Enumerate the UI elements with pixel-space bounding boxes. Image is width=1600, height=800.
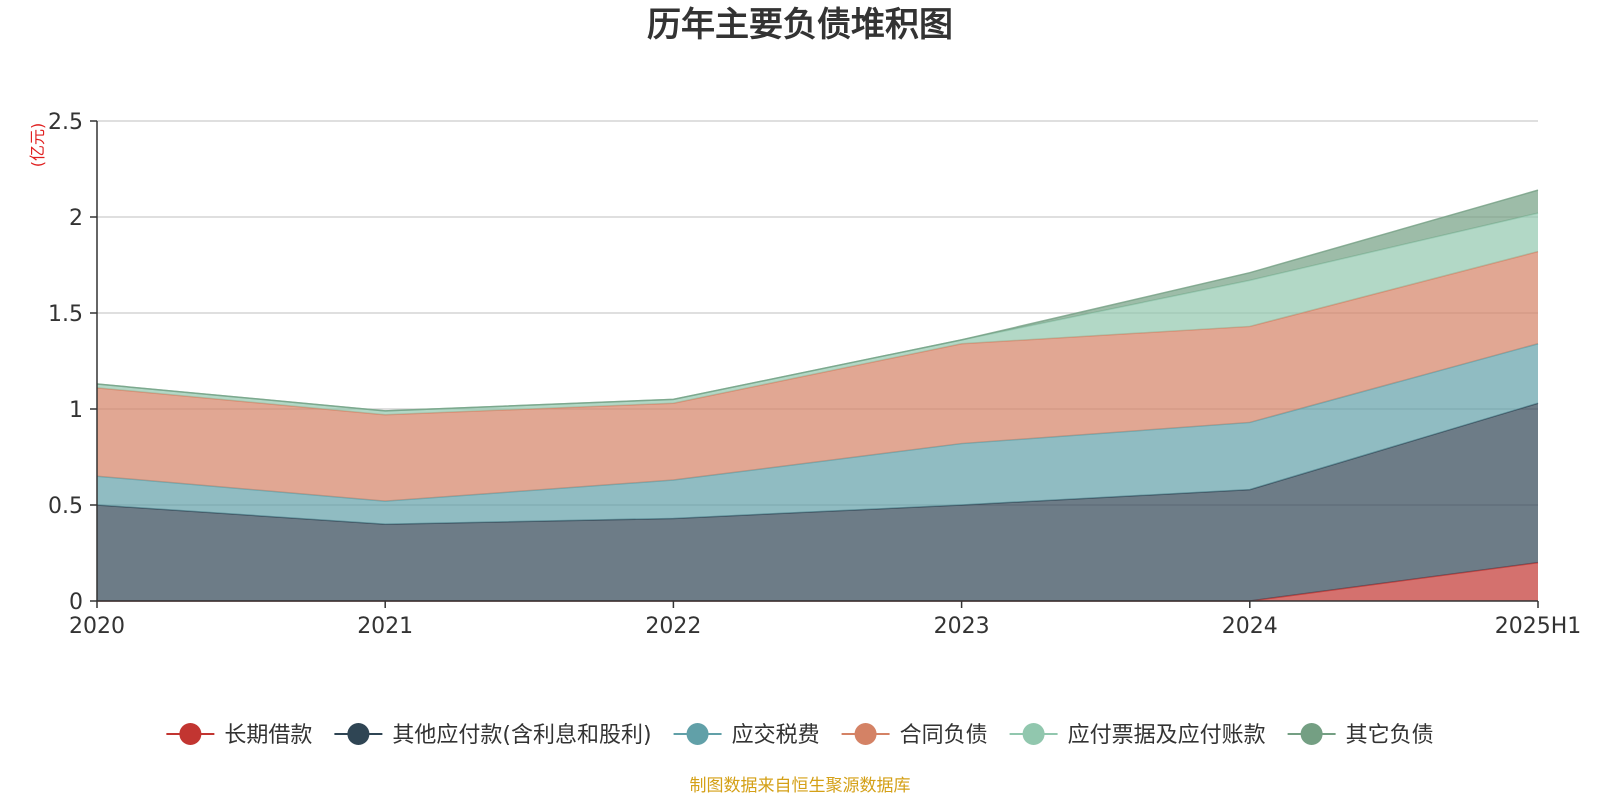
legend-marker-1 bbox=[347, 723, 370, 745]
legend-label: 其它负债 bbox=[1346, 723, 1434, 748]
axes: 0 0.5 1 1.5 2 2.5 2020 2021 2022 2023 2024 2025H1 bbox=[48, 110, 1581, 639]
area-series-5-edge bbox=[96, 189, 1539, 412]
legend-label: 应付票据及应付账款 bbox=[1068, 723, 1266, 748]
legend-marker-0 bbox=[179, 723, 202, 745]
legend-label: 合同负债 bbox=[900, 723, 988, 748]
x-tick-label: 2024 bbox=[1222, 614, 1278, 639]
y-tick-label: 1 bbox=[69, 398, 83, 423]
legend-label: 应交税费 bbox=[732, 723, 820, 748]
x-tick-label: 2022 bbox=[645, 614, 701, 639]
y-tick-label: 0.5 bbox=[48, 494, 83, 519]
area-series-0 bbox=[97, 562, 1538, 601]
legend-label: 长期借款 bbox=[224, 723, 312, 748]
legend-marker-5 bbox=[1300, 723, 1323, 745]
y-tick-label: 0 bbox=[69, 590, 83, 615]
legend-label: 其他应付款(含利息和股利) bbox=[392, 723, 651, 748]
chart-title: 历年主要负债堆积图 bbox=[647, 5, 953, 45]
x-tick-label: 2025H1 bbox=[1495, 614, 1582, 639]
area-series-1 bbox=[97, 403, 1538, 601]
plot-areas bbox=[96, 189, 1539, 602]
y-tick-label: 2 bbox=[69, 206, 83, 231]
y-tick-label: 1.5 bbox=[48, 302, 83, 327]
x-tick-label: 2020 bbox=[69, 614, 125, 639]
x-tick-label: 2023 bbox=[934, 614, 990, 639]
x-tick-label: 2021 bbox=[357, 614, 413, 639]
source-note: 制图数据来自恒生聚源数据库 bbox=[690, 776, 911, 796]
legend: 长期借款 其他应付款(含利息和股利) 应交税费 合同负债 应付票据及应付账款 其它负债 bbox=[166, 723, 1434, 748]
area-series-3 bbox=[97, 251, 1538, 502]
area-series-2 bbox=[97, 343, 1538, 525]
legend-marker-4 bbox=[1022, 723, 1045, 745]
area-series-4 bbox=[97, 213, 1538, 415]
legend-marker-3 bbox=[854, 723, 877, 745]
y-tick-label: 2.5 bbox=[48, 110, 83, 135]
legend-marker-2 bbox=[686, 723, 709, 745]
y-axis-unit: (亿元) bbox=[28, 123, 47, 168]
